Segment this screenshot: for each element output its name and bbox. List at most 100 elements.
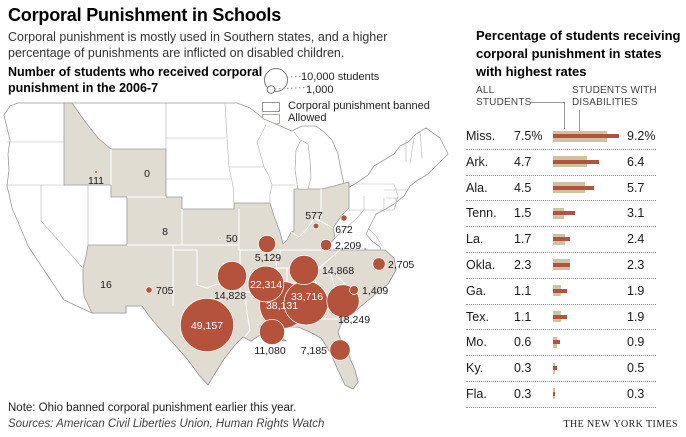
bar-row-ga: Ga. 1.1 1.9: [466, 279, 656, 305]
bar-students-with-disabilities: [553, 211, 576, 216]
bubble-OH: [340, 214, 348, 222]
bubble-OK: [217, 261, 247, 291]
value-label-TX: 49,157: [191, 320, 223, 332]
row-all-students-value: 4.7: [514, 154, 532, 169]
legend-banned-swatch: [262, 102, 280, 112]
bubble-TX: [180, 298, 234, 352]
lake-michigan: [294, 139, 312, 190]
bubble-KS: [218, 236, 222, 240]
row-all-students-value: 0.3: [514, 361, 532, 376]
publisher-credit: THE NEW YORK TIMES: [563, 419, 678, 430]
bar-row-ala: Ala. 4.5 5.7: [466, 176, 656, 202]
circle-size-legend-icon: [264, 68, 306, 94]
value-label-TN: 14,868: [322, 265, 354, 277]
bubble-NM: [145, 286, 153, 294]
bar-row-tex: Tex. 1.1 1.9: [466, 305, 656, 331]
state-bubbles-group: [94, 170, 386, 361]
row-all-students-value: 1.1: [514, 309, 532, 324]
bar-chart-title: Percentage of students receiving corpora…: [476, 28, 681, 79]
value-label-LA: 11,080: [254, 345, 285, 357]
page-subtitle: Corporal punishment is mostly used in So…: [8, 30, 388, 60]
value-label-AL: 33,716: [291, 291, 323, 303]
legend-banned-label: Corporal punishment banned: [288, 100, 430, 112]
value-label-AZ: 16: [100, 279, 112, 291]
bar-students-with-disabilities: [553, 262, 570, 267]
row-disabilities-value: 1.9: [627, 283, 645, 298]
bar-chart-rows: Miss. 7.5% 9.2% Ark. 4.7 6.4 Ala. 4.5 5.7 Tenn. 1.…: [466, 124, 656, 408]
bar-row-miss: Miss. 7.5% 9.2%: [466, 124, 656, 150]
value-label-ID: 111: [88, 175, 104, 187]
bar-students-with-disabilities: [553, 340, 560, 345]
row-state-label: Miss.: [466, 129, 496, 143]
row-state-label: Fla.: [466, 386, 487, 401]
bubble-ID: [94, 170, 98, 174]
row-all-students-value: 4.5: [514, 180, 532, 195]
bubble-TN: [289, 255, 319, 285]
row-state-label: Ala.: [466, 180, 488, 195]
value-label-GA: 18,249: [338, 314, 370, 326]
row-disabilities-value: 1.9: [627, 309, 645, 324]
value-label-OK: 14,828: [214, 290, 246, 302]
row-state-label: Tenn.: [466, 206, 497, 221]
all-students-leader-line-vertical: [564, 102, 565, 129]
bar-students-with-disabilities: [553, 185, 594, 190]
row-all-students-value: 1.7: [514, 232, 532, 247]
row-state-label: Ky.: [466, 361, 484, 376]
row-disabilities-value: 0.5: [627, 361, 645, 376]
row-state-label: Ga.: [466, 283, 487, 298]
value-label-FL: 7,185: [301, 345, 327, 357]
bar-row-ark: Ark. 4.7 6.4: [466, 150, 656, 176]
value-label-NC: 2,705: [388, 259, 414, 271]
row-all-students-value: 1.1: [514, 283, 532, 298]
page-title: Corporal Punishment in Schools: [8, 5, 282, 25]
banned-state-borders: [6, 102, 423, 268]
value-label-OH: 672: [335, 224, 353, 236]
legend-students-with-disabilities-label: STUDENTS WITH DISABILITIES: [572, 85, 657, 108]
bar-students-with-disabilities: [553, 391, 556, 396]
legend-all-students-label: ALL STUDENTS: [476, 85, 532, 108]
row-disabilities-value: 0.3: [627, 386, 645, 401]
bar-row-ky: Ky. 0.3 0.5: [466, 356, 656, 382]
bar-students-with-disabilities: [553, 237, 571, 242]
row-disabilities-value: 6.4: [627, 154, 645, 169]
value-label-SC: 1,409: [362, 285, 388, 297]
bubble-KY: [320, 239, 332, 251]
legend-allowed-label: Allowed: [288, 112, 327, 124]
bar-students-with-disabilities: [553, 314, 567, 319]
value-label-NM: 705: [156, 285, 174, 297]
bubble-LA: [259, 319, 285, 345]
row-all-students-value: 7.5%: [514, 129, 543, 143]
bubble-FL: [329, 339, 351, 361]
row-disabilities-value: 2.4: [627, 232, 645, 247]
value-label-KS: 50: [226, 233, 238, 245]
bar-students-with-disabilities: [553, 159, 600, 164]
bar-row-fla: Fla. 0.3 0.3: [466, 382, 656, 408]
row-state-label: Tex.: [466, 309, 489, 324]
row-state-label: Mo.: [466, 335, 487, 350]
value-label-WY: 0: [144, 168, 150, 180]
bar-row-la: La. 1.7 2.4: [466, 227, 656, 253]
value-label-MS: 38,131: [266, 300, 298, 312]
row-disabilities-value: 5.7: [627, 180, 645, 195]
bar-row-tenn: Tenn. 1.5 3.1: [466, 201, 656, 228]
bar-row-mo: Mo. 0.6 0.9: [466, 330, 656, 357]
row-all-students-value: 2.3: [514, 257, 532, 272]
map-section-title: Number of students who received corporal…: [8, 65, 263, 95]
bar-students-with-disabilities: [553, 288, 567, 293]
footnote: Note: Ohio banned corporal punishment ea…: [8, 402, 297, 414]
bubble-SC: [349, 285, 359, 295]
value-label-AR: 22,314: [250, 279, 282, 291]
bubble-MO: [258, 235, 276, 253]
bar-students-with-disabilities: [553, 366, 557, 371]
row-state-label: Ark.: [466, 154, 489, 169]
row-disabilities-value: 9.2%: [627, 129, 656, 143]
disabilities-leader-line: [579, 110, 580, 134]
row-disabilities-value: 3.1: [627, 206, 645, 221]
row-all-students-value: 0.6: [514, 335, 532, 350]
legend-size-10000-label: 10,000 students: [301, 71, 380, 83]
value-label-IN: 577: [305, 210, 323, 222]
row-all-students-value: 1.5: [514, 206, 532, 221]
